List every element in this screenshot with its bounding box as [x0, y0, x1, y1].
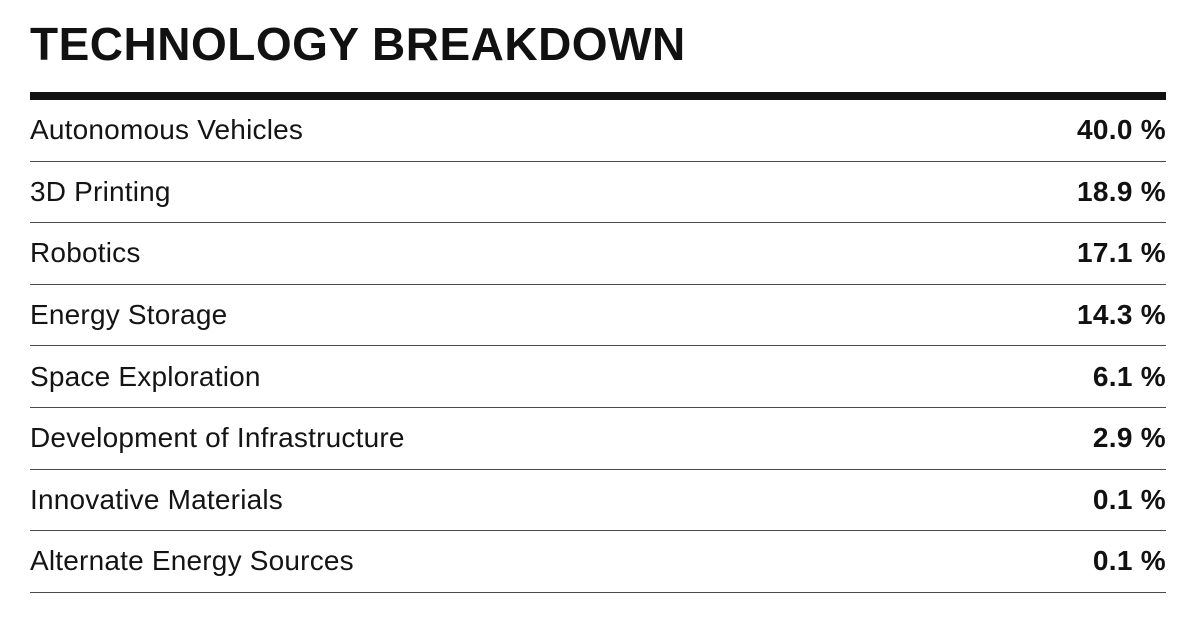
table-row: Autonomous Vehicles 40.0 %	[30, 100, 1166, 162]
breakdown-table: Autonomous Vehicles 40.0 % 3D Printing 1…	[30, 100, 1166, 593]
row-value: 2.9 %	[1092, 422, 1166, 454]
table-row: 3D Printing 18.9 %	[30, 162, 1166, 224]
table-row: Development of Infrastructure 2.9 %	[30, 408, 1166, 470]
row-value: 14.3 %	[1077, 299, 1166, 331]
row-label: Development of Infrastructure	[30, 422, 405, 454]
row-value: 0.1 %	[1092, 545, 1166, 577]
row-value: 0.1 %	[1092, 483, 1166, 515]
row-label: Alternate Energy Sources	[30, 545, 354, 577]
row-label: Innovative Materials	[30, 483, 284, 515]
row-label: Energy Storage	[30, 299, 228, 331]
table-row: Innovative Materials 0.1 %	[30, 470, 1166, 532]
row-label: Space Exploration	[30, 360, 261, 392]
row-value: 6.1 %	[1092, 360, 1166, 392]
row-label: Autonomous Vehicles	[30, 114, 304, 146]
row-value: 40.0 %	[1077, 114, 1166, 146]
row-label: Robotics	[30, 237, 141, 269]
table-row: Space Exploration 6.1 %	[30, 346, 1166, 408]
page-title: TECHNOLOGY BREAKDOWN	[30, 18, 686, 70]
table-row: Robotics 17.1 %	[30, 223, 1166, 285]
title-divider-bar	[30, 92, 1166, 100]
table-row: Energy Storage 14.3 %	[30, 285, 1166, 347]
row-value: 17.1 %	[1077, 237, 1166, 269]
table-row: Alternate Energy Sources 0.1 %	[30, 531, 1166, 593]
row-value: 18.9 %	[1077, 175, 1166, 207]
row-label: 3D Printing	[30, 175, 171, 207]
